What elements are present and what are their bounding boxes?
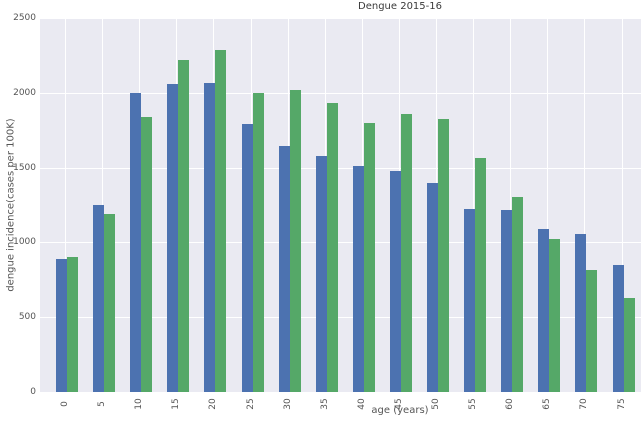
- y-tick-500: 500: [18, 312, 36, 323]
- gridline-v-75: [621, 18, 623, 392]
- x-tick-0: 0: [60, 401, 70, 407]
- bar-green-series-age-60: [512, 196, 524, 392]
- y-tick-2500: 2500: [13, 13, 36, 23]
- gridline-h-1500: [40, 167, 641, 169]
- plot-area: [40, 18, 641, 392]
- bar-green-series-age-15: [178, 59, 190, 392]
- y-tick-0: 0: [30, 387, 36, 397]
- bar-blue-series-age-10: [130, 92, 142, 392]
- y-tick-2000: 2000: [13, 87, 36, 98]
- x-tick-20: 20: [208, 398, 219, 410]
- x-tick-25: 25: [245, 398, 256, 410]
- bar-blue-series-age-25: [241, 124, 253, 392]
- bar-green-series-age-30: [289, 89, 301, 392]
- bar-blue-series-age-45: [389, 171, 401, 392]
- x-tick-15: 15: [171, 398, 182, 410]
- x-tick-30: 30: [282, 398, 293, 410]
- gridline-v-60: [510, 18, 512, 392]
- bar-green-series-age-10: [141, 116, 153, 392]
- bar-green-series-age-45: [400, 113, 412, 392]
- gridline-h-1000: [40, 242, 641, 244]
- x-tick-75: 75: [616, 398, 627, 410]
- bar-blue-series-age-5: [93, 205, 105, 392]
- bar-blue-series-age-40: [352, 166, 364, 392]
- x-tick-70: 70: [579, 398, 590, 410]
- x-tick-60: 60: [505, 398, 516, 410]
- y-axis-label: dengue incidence(cases per 100K): [5, 118, 17, 292]
- gridline-v-55: [473, 18, 475, 392]
- gridline-h-2500: [40, 18, 641, 19]
- gridline-h-500: [40, 317, 641, 319]
- bar-green-series-age-55: [475, 157, 487, 392]
- gridline-v-0: [65, 18, 66, 392]
- bar-blue-series-age-30: [278, 145, 290, 392]
- bar-green-series-age-5: [104, 213, 116, 392]
- gridline-v-65: [547, 18, 549, 392]
- bar-blue-series-age-0: [56, 258, 67, 392]
- bar-blue-series-age-75: [612, 264, 624, 392]
- bar-blue-series-age-60: [501, 210, 513, 392]
- bar-green-series-age-0: [67, 257, 78, 392]
- bar-green-series-age-50: [438, 118, 449, 392]
- gridline-v-70: [584, 18, 586, 392]
- gridline-h-2000: [40, 92, 641, 94]
- bar-green-series-age-35: [326, 103, 338, 392]
- bar-blue-series-age-20: [204, 83, 216, 392]
- bar-blue-series-age-65: [538, 228, 550, 392]
- x-tick-5: 5: [97, 401, 108, 407]
- y-tick-1000: 1000: [13, 237, 36, 248]
- y-tick-1500: 1500: [13, 162, 36, 173]
- bar-blue-series-age-55: [464, 208, 476, 392]
- x-tick-65: 65: [542, 398, 553, 410]
- bar-green-series-age-40: [363, 122, 375, 392]
- x-axis-label: age (years): [371, 405, 429, 416]
- x-tick-35: 35: [319, 398, 330, 410]
- bar-green-series-age-20: [215, 50, 227, 392]
- bar-blue-series-age-70: [575, 234, 587, 392]
- x-tick-10: 10: [134, 398, 145, 410]
- bar-blue-series-age-15: [167, 83, 179, 392]
- bar-green-series-age-70: [586, 270, 598, 392]
- chart-title: Dengue 2015-16: [358, 1, 442, 12]
- bar-blue-series-age-50: [427, 183, 438, 392]
- bar-green-series-age-25: [252, 92, 264, 392]
- bar-green-series-age-75: [623, 297, 635, 392]
- bar-green-series-age-65: [549, 238, 561, 392]
- bar-blue-series-age-35: [315, 155, 327, 392]
